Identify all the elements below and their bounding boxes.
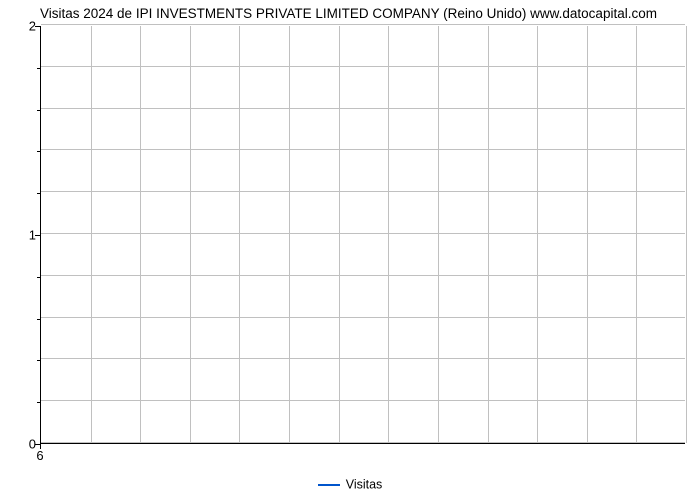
gridline-horizontal <box>41 358 685 359</box>
gridline-horizontal <box>41 442 685 443</box>
chart-legend: Visitas <box>0 477 700 492</box>
gridline-vertical <box>537 26 538 443</box>
y-axis-tick-label: 1 <box>6 228 36 243</box>
gridline-vertical <box>488 26 489 443</box>
legend-line-icon <box>318 484 340 486</box>
y-axis-minor-tick <box>37 319 40 320</box>
gridline-horizontal <box>41 108 685 109</box>
y-axis-tick-mark <box>35 26 40 27</box>
gridline-horizontal <box>41 275 685 276</box>
y-axis-minor-tick <box>37 110 40 111</box>
gridline-horizontal <box>41 317 685 318</box>
gridline-vertical <box>388 26 389 443</box>
y-axis-minor-tick <box>37 193 40 194</box>
x-axis-tick-label: 6 <box>36 448 43 463</box>
gridline-horizontal <box>41 233 685 234</box>
y-axis-minor-tick <box>37 402 40 403</box>
gridline-horizontal <box>41 66 685 67</box>
gridline-vertical <box>636 26 637 443</box>
y-axis-tick-label: 0 <box>6 437 36 452</box>
gridline-vertical <box>289 26 290 443</box>
gridline-horizontal <box>41 149 685 150</box>
gridline-vertical <box>140 26 141 443</box>
y-axis-minor-tick <box>37 360 40 361</box>
y-axis-minor-tick <box>37 68 40 69</box>
y-axis-tick-label: 2 <box>6 19 36 34</box>
y-axis-minor-tick <box>37 277 40 278</box>
gridline-vertical <box>239 26 240 443</box>
legend-label: Visitas <box>346 478 383 492</box>
chart-title: Visitas 2024 de IPI INVESTMENTS PRIVATE … <box>40 6 690 21</box>
gridline-vertical <box>438 26 439 443</box>
gridline-horizontal <box>41 191 685 192</box>
gridline-vertical <box>91 26 92 443</box>
chart-plot-area <box>40 26 685 444</box>
gridline-vertical <box>190 26 191 443</box>
gridline-vertical <box>686 26 687 443</box>
x-axis-tick-mark <box>40 444 41 449</box>
y-axis-minor-tick <box>37 151 40 152</box>
gridline-horizontal <box>41 24 685 25</box>
y-axis-tick-mark <box>35 235 40 236</box>
gridline-vertical <box>587 26 588 443</box>
gridline-horizontal <box>41 400 685 401</box>
gridline-vertical <box>339 26 340 443</box>
